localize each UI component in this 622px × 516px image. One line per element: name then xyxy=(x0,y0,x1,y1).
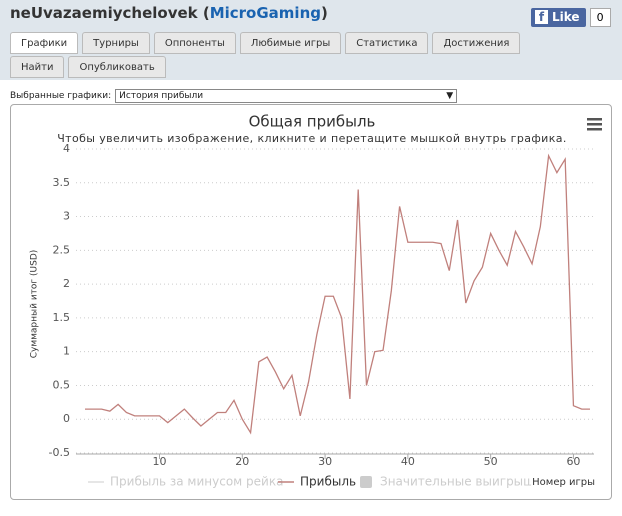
legend-symbol xyxy=(360,476,372,488)
select-box[interactable]: История прибыли ▼ xyxy=(115,89,458,103)
y-tick-label: 2 xyxy=(63,277,70,290)
tab[interactable]: Найти xyxy=(10,56,65,78)
tab[interactable]: Статистика xyxy=(345,32,429,54)
profit-line xyxy=(85,153,590,435)
chart-title: Общая прибыль xyxy=(249,113,376,131)
x-tick-label: 40 xyxy=(401,455,415,468)
y-tick-label: 0.5 xyxy=(53,378,71,391)
tab[interactable]: Графики xyxy=(10,32,79,54)
x-tick-label: 20 xyxy=(235,455,249,468)
label-bg xyxy=(531,477,596,488)
tab[interactable]: Достижения xyxy=(432,32,521,54)
y-axis-label: Суммарный итог (USD) xyxy=(30,250,40,359)
x-tick-label: 10 xyxy=(153,455,167,468)
legend-label: Прибыль за минусом рейка xyxy=(110,475,283,489)
like-count: 0 xyxy=(589,8,611,27)
tab[interactable]: Оппоненты xyxy=(153,32,236,54)
y-tick-label: 3.5 xyxy=(53,176,71,189)
like-button[interactable]: f Like xyxy=(531,8,586,27)
user-name: neUvazaemiychelovek ( xyxy=(10,4,210,22)
selector-label: Выбранные графики: xyxy=(10,91,112,101)
legend-label: Прибыль xyxy=(300,475,356,489)
header-title: neUvazaemiychelovek (MicroGaming) xyxy=(10,4,328,22)
chart: Общая прибыль Чтобы увеличить изображени… xyxy=(30,113,602,489)
y-tick-label: 2.5 xyxy=(53,243,71,256)
y-tick-label: -0.5 xyxy=(49,446,70,459)
chart-subtitle: Чтобы увеличить изображение, кликните и … xyxy=(57,132,567,145)
legend-label: Значительные выигрыши xyxy=(380,475,542,489)
tab[interactable]: Турниры xyxy=(82,32,150,54)
select-value: История прибыли xyxy=(119,91,204,101)
x-tick-label: 30 xyxy=(318,455,332,468)
x-axis-label: Номер игры xyxy=(532,477,595,488)
y-tick-label: 4 xyxy=(63,142,70,155)
select-arrow: ▼ xyxy=(446,91,454,101)
tab-bar: Графики Турниры Оппоненты Любимые игры Стати… xyxy=(10,32,540,78)
y-tick-label: 0 xyxy=(63,412,70,425)
fb-icon: f xyxy=(535,10,548,24)
x-tick-label: 50 xyxy=(484,455,498,468)
y-tick-label: 1.5 xyxy=(53,311,71,324)
chart-selector: Выбранные графики: История прибыли ▼ xyxy=(10,89,458,103)
network-link[interactable]: MicroGaming xyxy=(209,4,321,22)
tab[interactable]: Опубликовать xyxy=(68,56,166,78)
menu-button[interactable] xyxy=(587,118,602,131)
tab[interactable]: Любимые игры xyxy=(239,32,342,54)
facebook-like: f Like 0 xyxy=(531,8,611,27)
chart-frame xyxy=(10,104,612,500)
x-tick-label: 60 xyxy=(566,455,580,468)
y-tick-label: 1 xyxy=(63,345,70,358)
y-tick-label: 3 xyxy=(63,210,70,223)
like-text: Like xyxy=(552,10,580,24)
user-name-end: ) xyxy=(321,4,328,22)
